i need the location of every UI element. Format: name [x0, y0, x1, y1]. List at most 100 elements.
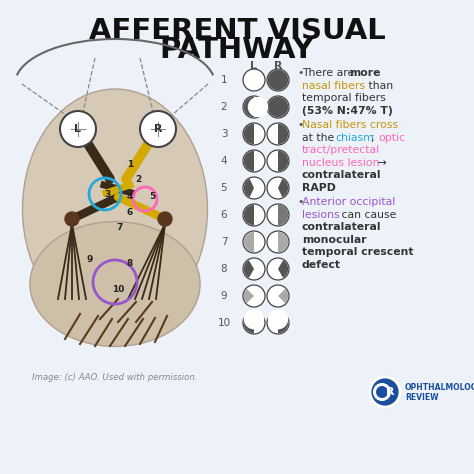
- Circle shape: [243, 231, 265, 253]
- Text: 6: 6: [127, 208, 133, 217]
- Text: •: •: [297, 120, 303, 130]
- Circle shape: [267, 96, 289, 118]
- Wedge shape: [244, 151, 254, 171]
- Circle shape: [268, 70, 288, 90]
- Circle shape: [243, 96, 265, 118]
- Wedge shape: [244, 260, 254, 278]
- Text: more: more: [349, 68, 381, 78]
- Circle shape: [243, 177, 265, 199]
- Text: AFFERENT VISUAL: AFFERENT VISUAL: [89, 17, 385, 45]
- Text: 10: 10: [218, 318, 230, 328]
- Text: 5: 5: [221, 183, 228, 193]
- Text: optic: optic: [378, 133, 405, 143]
- Wedge shape: [278, 151, 288, 171]
- Circle shape: [243, 285, 265, 307]
- Ellipse shape: [30, 222, 200, 346]
- Circle shape: [243, 150, 265, 172]
- Text: There are: There are: [302, 68, 358, 78]
- Text: contralateral: contralateral: [302, 222, 382, 232]
- Text: temporal fibers: temporal fibers: [302, 93, 386, 103]
- Wedge shape: [278, 313, 288, 333]
- Circle shape: [267, 69, 289, 91]
- Circle shape: [376, 386, 388, 398]
- Text: 4: 4: [127, 191, 133, 201]
- Circle shape: [267, 204, 289, 226]
- Circle shape: [370, 377, 400, 407]
- Circle shape: [268, 97, 288, 117]
- Wedge shape: [278, 232, 288, 252]
- Text: 5: 5: [149, 191, 155, 201]
- Text: 7: 7: [221, 237, 228, 247]
- Text: 3: 3: [221, 129, 228, 139]
- Circle shape: [268, 309, 288, 329]
- Text: 1: 1: [127, 159, 133, 168]
- Text: contralateral: contralateral: [302, 170, 382, 180]
- Text: R: R: [386, 387, 394, 397]
- Circle shape: [244, 309, 264, 329]
- Text: chiasm: chiasm: [335, 133, 374, 143]
- Circle shape: [243, 69, 265, 91]
- Text: •: •: [297, 68, 303, 78]
- Text: Anterior occipital: Anterior occipital: [302, 197, 395, 207]
- Circle shape: [267, 231, 289, 253]
- Text: L: L: [250, 61, 257, 71]
- Wedge shape: [244, 313, 254, 333]
- Wedge shape: [244, 97, 254, 117]
- Circle shape: [243, 123, 265, 145]
- Text: monocular: monocular: [302, 235, 366, 245]
- Wedge shape: [278, 260, 288, 278]
- Text: than: than: [365, 81, 393, 91]
- Wedge shape: [278, 179, 288, 197]
- Circle shape: [140, 111, 176, 147]
- Text: 9: 9: [87, 255, 93, 264]
- Text: defect: defect: [302, 259, 341, 270]
- Text: 8: 8: [127, 259, 133, 268]
- Wedge shape: [244, 289, 254, 303]
- Wedge shape: [278, 124, 288, 144]
- Text: •: •: [297, 197, 303, 207]
- Circle shape: [267, 123, 289, 145]
- Circle shape: [373, 383, 391, 401]
- Text: at the: at the: [302, 133, 338, 143]
- Text: temporal crescent: temporal crescent: [302, 247, 413, 257]
- Text: →: →: [374, 157, 387, 167]
- Text: (53% N:47% T): (53% N:47% T): [302, 106, 393, 116]
- Text: RAPD: RAPD: [302, 182, 336, 192]
- Text: lesions: lesions: [302, 210, 340, 219]
- Wedge shape: [278, 205, 288, 225]
- Text: can cause: can cause: [338, 210, 396, 219]
- Text: 9: 9: [221, 291, 228, 301]
- Circle shape: [267, 285, 289, 307]
- Ellipse shape: [22, 89, 208, 329]
- Circle shape: [243, 204, 265, 226]
- Circle shape: [243, 312, 265, 334]
- Circle shape: [267, 312, 289, 334]
- Wedge shape: [244, 179, 254, 197]
- Text: 2: 2: [135, 174, 141, 183]
- Text: 7: 7: [117, 222, 123, 231]
- Text: R: R: [274, 61, 282, 71]
- Wedge shape: [244, 124, 254, 144]
- Text: L: L: [74, 124, 82, 134]
- Text: nucleus lesion: nucleus lesion: [302, 157, 380, 167]
- Circle shape: [158, 212, 172, 226]
- Text: 6: 6: [221, 210, 228, 220]
- Text: 1: 1: [221, 75, 228, 85]
- Text: ;: ;: [371, 133, 378, 143]
- Text: 3: 3: [105, 190, 111, 199]
- Text: 10: 10: [112, 284, 124, 293]
- Text: R: R: [154, 124, 162, 134]
- Circle shape: [243, 258, 265, 280]
- Text: 8: 8: [221, 264, 228, 274]
- Circle shape: [248, 97, 268, 117]
- Circle shape: [267, 150, 289, 172]
- Circle shape: [65, 212, 79, 226]
- Wedge shape: [278, 289, 288, 303]
- Text: Image: (c) AAO. Used with permission.: Image: (c) AAO. Used with permission.: [32, 373, 198, 382]
- Circle shape: [267, 177, 289, 199]
- Text: 4: 4: [221, 156, 228, 166]
- Text: Nasal fibers cross: Nasal fibers cross: [302, 120, 398, 130]
- Wedge shape: [244, 205, 254, 225]
- Circle shape: [267, 258, 289, 280]
- Text: REVIEW: REVIEW: [405, 392, 438, 401]
